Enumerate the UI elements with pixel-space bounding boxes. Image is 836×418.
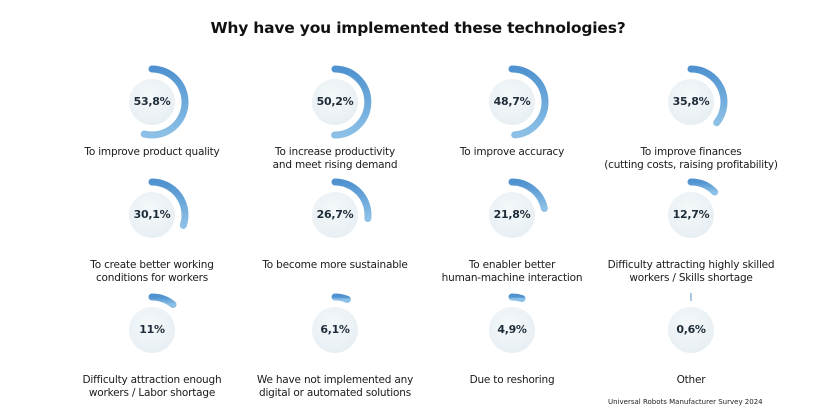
gauge-label: Difficulty attraction enough workers / La… <box>57 374 247 400</box>
gauge-label-line: workers / Skills shortage <box>629 272 753 284</box>
gauge-item: 4,9% Due to reshoring <box>417 290 607 387</box>
chart-title: Why have you implemented these technolog… <box>210 19 626 37</box>
gauge-label-line: and meet rising demand <box>272 159 398 171</box>
gauge-item: 50,2% To increase productivity and meet ri… <box>240 62 430 172</box>
gauge-label-line: Due to reshoring <box>469 374 555 386</box>
gauge-label-line: Difficulty attraction enough <box>82 374 222 386</box>
gauge-item: 35,8% To improve finances (cutting costs, … <box>596 62 786 172</box>
gauge-label-line: Difficulty attracting highly skilled <box>607 259 775 271</box>
radial-gauge: 21,8% <box>472 175 552 255</box>
radial-gauge: 0,6% <box>651 290 731 370</box>
gauge-label: Difficulty attracting highly skilled work… <box>596 259 786 285</box>
radial-gauge: 26,7% <box>295 175 375 255</box>
gauge-label-line: digital or automated solutions <box>259 387 411 399</box>
progress-arc <box>508 65 549 139</box>
gauge-item: 6,1% We have not implemented any digital o… <box>240 290 430 400</box>
gauge-label-line: To improve finances <box>640 146 742 158</box>
progress-arc <box>148 293 177 309</box>
gauge-label: To improve finances (cutting costs, raisi… <box>596 146 786 172</box>
gauge-circle <box>312 79 358 125</box>
progress-arc <box>687 178 719 196</box>
radial-gauge: 30,1% <box>112 175 192 255</box>
gauge-value: 12,7% <box>672 208 710 221</box>
gauge-value: 4,9% <box>497 323 527 336</box>
gauge-label-line: To create better working <box>90 259 214 271</box>
gauge-circle <box>312 307 358 353</box>
progress-arc <box>148 178 189 229</box>
gauge-item: 30,1% To create better working conditions … <box>57 175 247 285</box>
progress-arc <box>687 65 728 127</box>
gauge-circle <box>129 307 175 353</box>
gauge-label: Due to reshoring <box>417 374 607 387</box>
radial-gauge: 6,1% <box>295 290 375 370</box>
gauge-value: 11% <box>139 323 165 336</box>
gauge-item: 26,7% To become more sustainable <box>240 175 430 272</box>
gauge-label-line: conditions for workers <box>95 272 208 284</box>
gauge-circle <box>312 192 358 238</box>
gauge-item: 53,8% To improve product quality <box>57 62 247 159</box>
progress-arc <box>331 178 372 223</box>
gauge-value: 21,8% <box>493 208 531 221</box>
gauge-label-line: To improve accuracy <box>459 146 565 158</box>
gauge-circle <box>668 192 714 238</box>
gauge-circle <box>668 307 714 353</box>
progress-arc <box>331 293 351 303</box>
progress-arc <box>140 65 189 139</box>
radial-gauge: 12,7% <box>651 175 731 255</box>
radial-gauge: 48,7% <box>472 62 552 142</box>
gauge-circle <box>489 307 535 353</box>
gauge-item: 21,8% To enabler better human-machine inte… <box>417 175 607 285</box>
gauge-label-line: workers / Labor shortage <box>88 387 216 399</box>
gauge-item: 48,7% To improve accuracy <box>417 62 607 159</box>
gauge-circle <box>489 79 535 125</box>
gauge-value: 35,8% <box>672 95 710 108</box>
gauge-value: 48,7% <box>493 95 531 108</box>
gauge-label-line: human-machine interaction <box>441 272 583 284</box>
gauge-label-line: To improve product quality <box>84 146 220 158</box>
radial-gauge: 53,8% <box>112 62 192 142</box>
gauge-item: 11% Difficulty attraction enough workers /… <box>57 290 247 400</box>
progress-arc <box>508 178 548 212</box>
gauge-value: 26,7% <box>316 208 354 221</box>
gauge-circle <box>489 192 535 238</box>
gauge-value: 53,8% <box>133 95 171 108</box>
gauge-circle <box>129 192 175 238</box>
gauge-label: To enabler better human-machine interacti… <box>417 259 607 285</box>
gauge-value: 30,1% <box>133 208 171 221</box>
gauge-label: Other <box>596 374 786 387</box>
progress-arc <box>508 293 526 303</box>
gauge-circle <box>668 79 714 125</box>
gauge-item: 0,6% Other <box>596 290 786 387</box>
gauge-label-line: To increase productivity <box>275 146 395 158</box>
gauge-label-line: We have not implemented any <box>256 374 414 386</box>
radial-gauge: 35,8% <box>651 62 731 142</box>
gauge-label: We have not implemented any digital or au… <box>240 374 430 400</box>
source-note: Universal Robots Manufacturer Survey 202… <box>608 398 763 406</box>
gauge-label-line: To become more sustainable <box>262 259 408 271</box>
gauge-label-line: (cutting costs, raising profitability) <box>604 159 778 171</box>
radial-gauge: 4,9% <box>472 290 552 370</box>
gauge-label: To increase productivity and meet rising … <box>240 146 430 172</box>
radial-gauge: 11% <box>112 290 192 370</box>
gauge-label: To improve product quality <box>57 146 247 159</box>
radial-gauge: 50,2% <box>295 62 375 142</box>
gauge-label: To improve accuracy <box>417 146 607 159</box>
progress-arc <box>331 65 372 139</box>
gauge-label-line: To enabler better <box>468 259 556 271</box>
gauge-value: 6,1% <box>320 323 350 336</box>
gauge-circle <box>129 79 175 125</box>
gauge-label-line: Other <box>676 374 706 386</box>
gauge-value: 50,2% <box>316 95 354 108</box>
gauge-label: To create better working conditions for w… <box>57 259 247 285</box>
gauge-item: 12,7% Difficulty attracting highly skille… <box>596 175 786 285</box>
gauge-label: To become more sustainable <box>240 259 430 272</box>
gauge-value: 0,6% <box>676 323 706 336</box>
